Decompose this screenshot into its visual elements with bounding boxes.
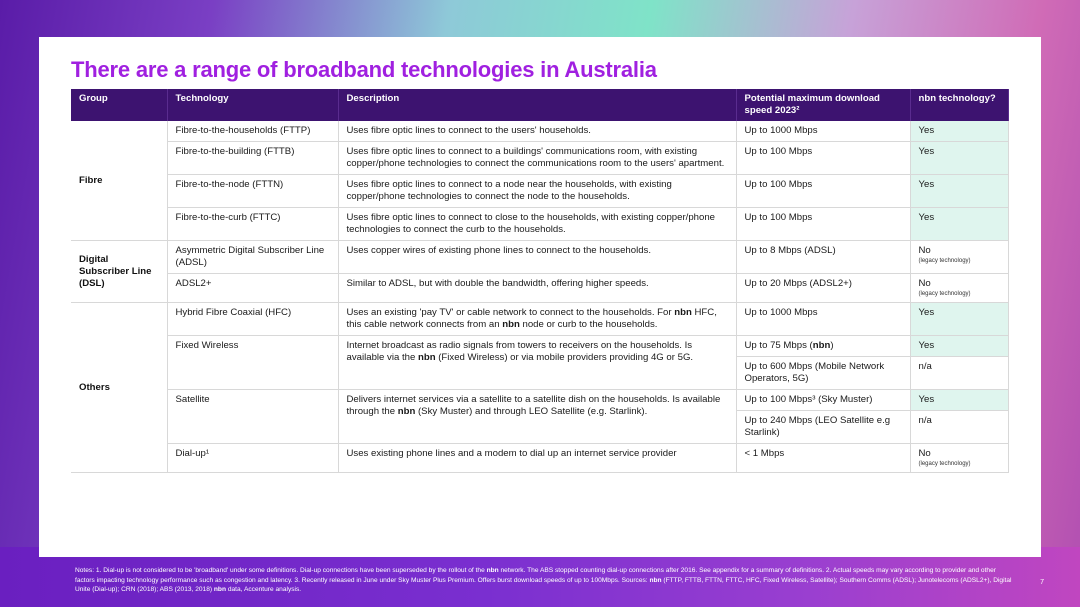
nbn-word: nbn (397, 406, 416, 417)
nbn-word: nbn (213, 586, 226, 593)
cell-description: Uses fibre optic lines to connect to a b… (338, 141, 737, 175)
nbn-value: No (918, 245, 931, 256)
cell-description: Similar to ADSL, but with double the ban… (338, 273, 737, 303)
background-band (0, 547, 1080, 607)
table-row: Fibre-to-the-node (FTTN) Uses fibre opti… (71, 174, 1009, 208)
cell-nbn: n/a (910, 410, 1009, 444)
cell-technology: Fibre-to-the-curb (FTTC) (167, 207, 339, 241)
table-row: Satellite Delivers internet services via… (71, 389, 1009, 444)
cell-nbn: No (legacy technology) (910, 240, 1009, 274)
table-row: Digital Subscriber Line (DSL) Asymmetric… (71, 240, 1009, 303)
cell-speed: Up to 100 Mbps (736, 207, 911, 241)
cell-nbn: No (legacy technology) (910, 443, 1009, 473)
cell-description: Uses copper wires of existing phone line… (338, 240, 737, 274)
table-row: Others Hybrid Fibre Coaxial (HFC) Uses a… (71, 302, 1009, 473)
group-others: Others (71, 302, 168, 473)
cell-speed: Up to 8 Mbps (ADSL) (736, 240, 911, 274)
cell-speed: Up to 75 Mbps (nbn) (736, 335, 911, 357)
nbn-word: nbn (674, 307, 692, 318)
cell-nbn: Yes (910, 335, 1009, 357)
speed-part: ) (830, 340, 834, 351)
notes-part: network. The ABS stopped counting dial-u… (75, 567, 996, 584)
cell-technology: Fibre-to-the-building (FTTB) (167, 141, 339, 175)
cell-description: Internet broadcast as radio signals from… (338, 335, 737, 390)
notes-part: (FTTP, FTTB, FTTN, FTTC, HFC, Fixed Wire… (75, 576, 1012, 594)
cell-description: Uses fibre optic lines to connect to the… (338, 121, 737, 142)
table-row: Fibre-to-the-building (FTTB) Uses fibre … (71, 141, 1009, 175)
speed-part: Up to 75 Mbps ( (744, 340, 813, 351)
header-technology: Technology (167, 89, 339, 121)
nbn-value: No (918, 448, 931, 459)
table-row: Up to 240 Mbps (LEO Satellite e.g Starli… (71, 410, 1009, 444)
cell-description: Delivers internet services via a satelli… (338, 389, 737, 444)
cell-description: Uses an existing 'pay TV' or cable netwo… (338, 302, 737, 336)
desc-part: Delivers internet services via a satelli… (346, 394, 721, 417)
table-row: Up to 600 Mbps (Mobile Network Operators… (71, 356, 1009, 390)
cell-speed: < 1 Mbps (736, 443, 911, 473)
cell-speed: Up to 20 Mbps (ADSL2+) (736, 273, 911, 303)
cell-technology: Fixed Wireless (167, 335, 339, 390)
cell-nbn: n/a (910, 356, 1009, 390)
cell-nbn: Yes (910, 141, 1009, 175)
legacy-note: (legacy technology) (918, 291, 971, 297)
cell-speed: Up to 100 Mbps³ (Sky Muster) (736, 389, 911, 411)
notes-part: data, Accenture analysis. (226, 586, 302, 593)
page-number: 7 (1040, 579, 1044, 586)
cell-nbn: Yes (910, 302, 1009, 336)
cell-nbn: Yes (910, 207, 1009, 241)
table-header-row: Group Technology Description Potential m… (71, 89, 1009, 121)
group-fibre: Fibre (71, 121, 168, 241)
cell-nbn: Yes (910, 389, 1009, 411)
group-dsl: Digital Subscriber Line (DSL) (71, 240, 168, 303)
desc-part: HFC, this cable network connects from an (346, 307, 717, 330)
notes-part: Notes: 1. Dial-up is not considered to b… (75, 567, 487, 574)
cell-speed: Up to 100 Mbps (736, 174, 911, 208)
cell-technology: Hybrid Fibre Coaxial (HFC) (167, 302, 339, 336)
footnotes: Notes: 1. Dial-up is not considered to b… (75, 566, 1015, 595)
cell-speed: Up to 100 Mbps (736, 141, 911, 175)
header-speed: Potential maximum download speed 2023² (736, 89, 911, 121)
nbn-word: nbn (486, 567, 499, 574)
desc-part: Internet broadcast as radio signals from… (346, 340, 693, 363)
cell-technology: Asymmetric Digital Subscriber Line (ADSL… (167, 240, 339, 274)
desc-part: node or curb to the households. (519, 319, 658, 330)
nbn-value: No (918, 278, 931, 289)
desc-part: Uses an existing 'pay TV' or cable netwo… (346, 307, 675, 318)
legacy-note: (legacy technology) (918, 461, 971, 467)
cell-technology: Dial-up¹ (167, 443, 339, 473)
cell-description: Uses fibre optic lines to connect to a n… (338, 174, 737, 208)
table-row: ADSL2+ Similar to ADSL, but with double … (71, 273, 1009, 303)
cell-technology: Fibre-to-the-node (FTTN) (167, 174, 339, 208)
cell-speed: Up to 240 Mbps (LEO Satellite e.g Starli… (736, 410, 911, 444)
cell-description: Uses existing phone lines and a modem to… (338, 443, 737, 473)
cell-technology: ADSL2+ (167, 273, 339, 303)
slide-card: There are a range of broadband technolog… (39, 37, 1041, 557)
cell-nbn: No (legacy technology) (910, 273, 1009, 303)
header-nbn: nbn technology? (910, 89, 1009, 121)
desc-part: (Fixed Wireless) or via mobile providers… (435, 352, 694, 363)
legacy-note: (legacy technology) (918, 258, 971, 264)
cell-description: Uses fibre optic lines to connect to clo… (338, 207, 737, 241)
header-description: Description (338, 89, 737, 121)
nbn-word: nbn (417, 352, 436, 363)
cell-speed: Up to 600 Mbps (Mobile Network Operators… (736, 356, 911, 390)
cell-technology: Satellite (167, 389, 339, 444)
cell-nbn: Yes (910, 121, 1009, 142)
header-group: Group (71, 89, 168, 121)
table-row: Fibre-to-the-curb (FTTC) Uses fibre opti… (71, 207, 1009, 241)
nbn-word: nbn (812, 340, 831, 351)
nbn-word: nbn (649, 576, 662, 584)
cell-speed: Up to 1000 Mbps (736, 121, 911, 142)
cell-technology: Fibre-to-the-households (FTTP) (167, 121, 339, 142)
page-title: There are a range of broadband technolog… (71, 57, 657, 82)
cell-speed: Up to 1000 Mbps (736, 302, 911, 336)
nbn-word: nbn (502, 319, 520, 330)
table-row: Fibre Fibre-to-the-households (FTTP) Use… (71, 121, 1009, 241)
table-row: Fixed Wireless Internet broadcast as rad… (71, 335, 1009, 390)
desc-part: (Sky Muster) and through LEO Satellite (… (415, 406, 648, 417)
table-row: Dial-up¹ Uses existing phone lines and a… (71, 443, 1009, 473)
cell-nbn: Yes (910, 174, 1009, 208)
broadband-table: Group Technology Description Potential m… (71, 89, 1009, 473)
